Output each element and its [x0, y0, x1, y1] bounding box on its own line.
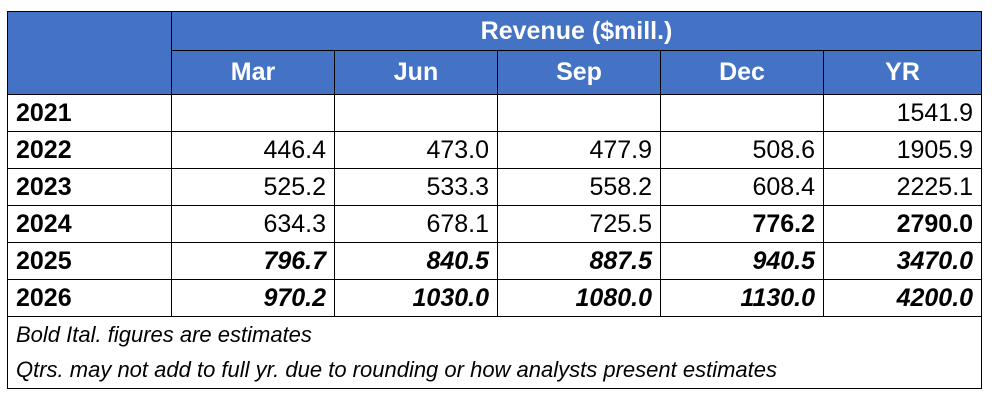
cell-value: 1080.0	[497, 279, 661, 317]
column-header-jun: Jun	[334, 50, 498, 95]
row-year: 2024	[7, 205, 172, 243]
table-row: 2022 446.4 473.0 477.9 508.6 1905.9	[7, 131, 983, 169]
table-body: 2021 1541.9 2022 446.4 473.0 477.9 508.6 1905.9…	[7, 94, 983, 317]
column-header-yr: YR	[822, 50, 983, 95]
cell-value: 533.3	[334, 168, 498, 206]
cell-value: 796.7	[171, 242, 335, 280]
cell-value: 887.5	[497, 242, 661, 280]
row-year: 2025	[7, 242, 172, 280]
table-row: 2025 796.7 840.5 887.5 940.5 3470.0	[7, 242, 983, 280]
cell-value: 634.3	[171, 205, 335, 243]
cell-value: 1905.9	[822, 131, 983, 169]
cell-value: 508.6	[660, 131, 824, 169]
cell-value	[497, 94, 661, 132]
cell-value: 525.2	[171, 168, 335, 206]
cell-value: 1130.0	[660, 279, 824, 317]
cell-value: 608.4	[660, 168, 824, 206]
cell-value: 477.9	[497, 131, 661, 169]
cell-value: 1030.0	[334, 279, 498, 317]
cell-value: 446.4	[171, 131, 335, 169]
note-row: Bold Ital. figures are estimates	[6, 316, 983, 353]
row-year: 2022	[7, 131, 172, 169]
row-year: 2026	[7, 279, 172, 317]
cell-value: 473.0	[334, 131, 498, 169]
revenue-table-container: Revenue ($mill.) Mar Jun Sep Dec YR 2021…	[6, 11, 983, 389]
table-title: Revenue ($mill.)	[170, 11, 983, 51]
column-header-sep: Sep	[497, 50, 661, 95]
cell-value: 840.5	[334, 242, 498, 280]
cell-value	[334, 94, 498, 132]
cell-value: 678.1	[334, 205, 498, 243]
table-row: 2024 634.3 678.1 725.5 776.2 2790.0	[7, 205, 983, 243]
cell-value: 776.2	[660, 205, 824, 243]
note-rounding: Qtrs. may not add to full yr. due to rou…	[6, 352, 983, 389]
cell-value: 3470.0	[822, 242, 983, 280]
corner-cell	[7, 11, 172, 95]
cell-value: 970.2	[171, 279, 335, 317]
title-row: Revenue ($mill.)	[7, 11, 983, 95]
cell-value	[660, 94, 824, 132]
row-year: 2023	[7, 168, 172, 206]
cell-value: 2225.1	[822, 168, 983, 206]
table-row: 2023 525.2 533.3 558.2 608.4 2225.1	[7, 168, 983, 206]
table-row: 2026 970.2 1030.0 1080.0 1130.0 4200.0	[7, 279, 983, 317]
cell-value	[171, 94, 335, 132]
note-estimates: Bold Ital. figures are estimates	[6, 316, 983, 353]
table-row: 2021 1541.9	[7, 94, 983, 132]
column-header-mar: Mar	[171, 50, 335, 95]
cell-value: 940.5	[660, 242, 824, 280]
cell-value: 1541.9	[822, 94, 983, 132]
cell-value: 2790.0	[822, 205, 983, 243]
column-header-dec: Dec	[660, 50, 824, 95]
revenue-table: Revenue ($mill.) Mar Jun Sep Dec YR 2021…	[6, 11, 983, 389]
cell-value: 4200.0	[822, 279, 983, 317]
cell-value: 558.2	[497, 168, 661, 206]
note-row: Qtrs. may not add to full yr. due to rou…	[6, 352, 983, 389]
row-year: 2021	[7, 94, 172, 132]
cell-value: 725.5	[497, 205, 661, 243]
column-header-row: Mar Jun Sep Dec YR	[8, 50, 983, 95]
